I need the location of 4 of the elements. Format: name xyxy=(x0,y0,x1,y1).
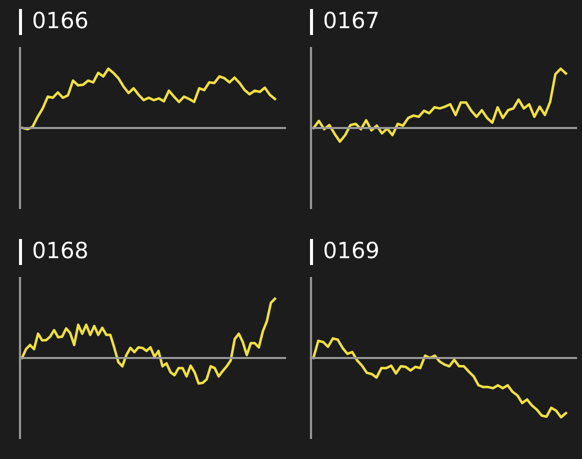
chart-title: 0169 xyxy=(324,242,378,258)
chart-title: 0168 xyxy=(33,242,88,258)
chart-title: 0167 xyxy=(324,12,378,28)
chart-title: 0166 xyxy=(33,12,88,28)
